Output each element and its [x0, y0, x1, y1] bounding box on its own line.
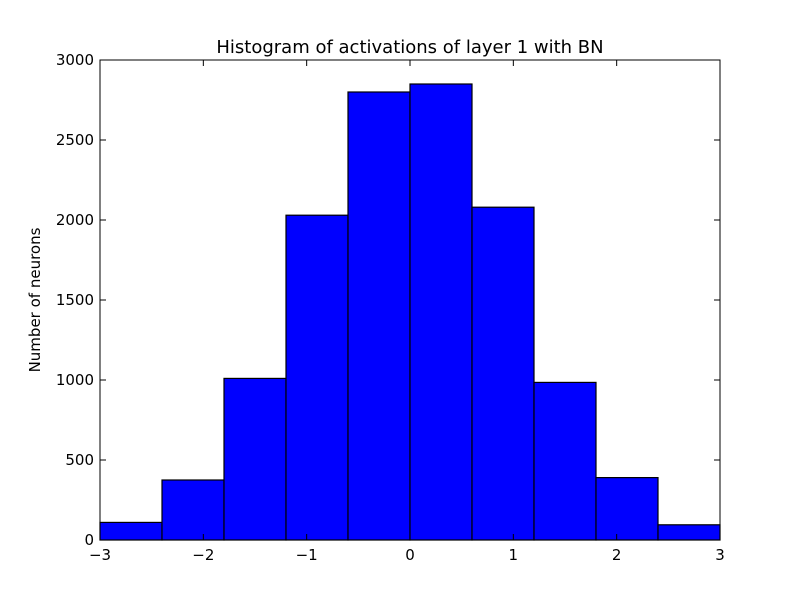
chart-title: Histogram of activations of layer 1 with…	[216, 37, 603, 58]
x-tick-label: 0	[405, 546, 415, 564]
y-tick-label: 3000	[56, 51, 94, 69]
histogram-bars	[99, 83, 721, 541]
y-tick-label: 2500	[56, 131, 94, 149]
y-tick-label: 0	[84, 531, 94, 549]
y-tick-label: 1000	[56, 371, 94, 389]
x-tick-label: 2	[612, 546, 622, 564]
y-tick-label: 1500	[56, 291, 94, 309]
tick-labels: −3 −2 −1 0 1 2 3 0 500 1000 1500 2000 2500 3000	[56, 51, 725, 564]
x-tick-label: 1	[509, 546, 519, 564]
histogram-bar	[657, 524, 721, 541]
x-tick-label: −3	[89, 546, 111, 564]
histogram-bar	[533, 381, 597, 541]
x-tick-label: −2	[192, 546, 214, 564]
y-axis-label: Number of neurons	[26, 227, 44, 372]
x-tick-label: 3	[715, 546, 725, 564]
histogram-bar	[223, 377, 287, 541]
plot-frame	[99, 59, 721, 541]
histogram-bar	[285, 214, 349, 541]
y-tick-label: 500	[65, 451, 94, 469]
histogram-bar	[471, 206, 535, 541]
histogram-bar	[161, 479, 225, 541]
y-tick-label: 2000	[56, 211, 94, 229]
histogram-bar	[595, 477, 659, 541]
x-tick-label: −1	[296, 546, 318, 564]
histogram-bar	[409, 83, 473, 541]
histogram-bar	[347, 91, 411, 541]
histogram-bar	[99, 521, 163, 541]
